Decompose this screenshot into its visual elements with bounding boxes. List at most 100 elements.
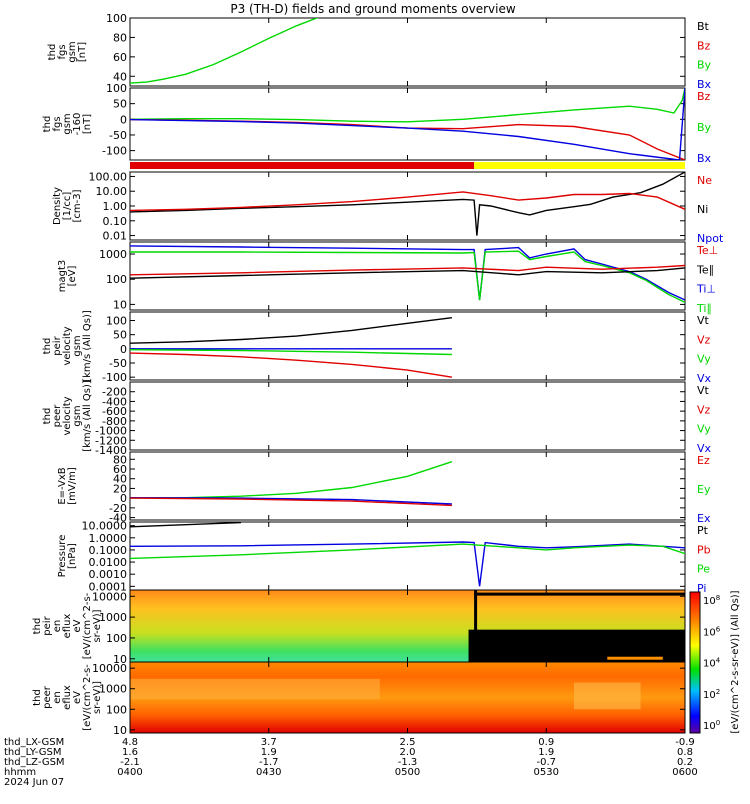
spectrogram	[130, 662, 685, 733]
y-axis-label: peir	[42, 615, 53, 635]
y-tick-label: -800	[102, 415, 127, 428]
legend-item: Pt	[697, 524, 709, 537]
y-tick-label: 100	[106, 82, 127, 95]
y-axis-label: [eV]	[67, 266, 78, 287]
legend-item: Bx	[697, 152, 712, 165]
spectrogram-band	[130, 678, 380, 700]
y-tick-label: -100	[102, 145, 127, 158]
footer-row-label: hhmm	[4, 767, 36, 778]
y-axis-label: en	[52, 620, 63, 633]
y-axis-label: [nT]	[77, 42, 88, 62]
footer-value: -0.7	[536, 757, 556, 768]
y-tick-label: 10.00	[96, 185, 128, 198]
legend-item: Pb	[697, 543, 711, 556]
legend-item: Ni	[697, 203, 708, 216]
y-tick-label: 0	[120, 113, 127, 126]
y-tick-label: 50	[113, 98, 127, 111]
y-axis-label: eV	[72, 619, 83, 632]
y-axis-label: fgs	[57, 44, 68, 59]
plot-title: P3 (TH-D) fields and ground moments over…	[230, 2, 515, 16]
legend-item: Ne	[697, 174, 712, 187]
y-axis-label: sr-eV)]	[92, 609, 103, 642]
panel-peer_en: 10000 1000 100 10 thd peer en eflux eV [eV/(cm^2-…	[32, 661, 686, 737]
y-tick-label: 20	[113, 482, 127, 495]
region-bar-yellow	[474, 162, 685, 169]
y-axis-label: gsm	[72, 335, 83, 356]
y-tick-label: 40	[113, 473, 127, 486]
y-axis-label: thd	[42, 338, 53, 355]
y-axis-label: gsm	[62, 113, 73, 134]
y-tick-label: 60	[113, 463, 127, 476]
y-tick-label: 100.00	[89, 170, 128, 183]
y-tick-label: 50	[113, 329, 127, 342]
series-Te∥	[130, 267, 685, 279]
panel-fgs_bt: 100 80 60 40 thd fgs gsm [nT] Bt Bz By Bx	[47, 12, 712, 91]
y-tick-label: 1.0000	[89, 532, 128, 545]
y-tick-label: 1000	[99, 611, 127, 624]
y-tick-label: -100	[102, 371, 127, 384]
series-Te⊥	[130, 264, 685, 276]
legend-item: Ti⊥	[696, 283, 716, 296]
y-tick-label: 100	[106, 12, 127, 25]
series-Pt	[130, 522, 242, 528]
series-Vz	[130, 352, 453, 378]
colorbar-scale	[689, 591, 701, 734]
y-axis-label: thd	[42, 408, 53, 425]
y-tick-label: 100	[106, 273, 127, 286]
colorbar-tick-label: 100	[703, 719, 720, 732]
colorbar-tick-label: 108	[703, 594, 720, 607]
y-tick-label: 10	[113, 298, 127, 311]
legend-item: By	[697, 121, 712, 134]
footer-row-label: 2024 Jun 07	[4, 777, 64, 788]
legend-item: Npot	[697, 232, 724, 245]
series-Bt	[130, 18, 319, 84]
footer-value: 3.7	[261, 737, 277, 748]
footer-value: 1.9	[261, 747, 277, 758]
y-axis-label: peer	[52, 404, 63, 428]
y-tick-label: 0	[120, 492, 127, 505]
y-tick-label: 1000	[99, 683, 127, 696]
y-axis-label: peer	[42, 685, 53, 709]
series-Ne	[130, 191, 685, 212]
y-tick-label: 0.10	[103, 215, 128, 228]
y-axis-label: fgs	[52, 116, 63, 131]
legend-item: Bt	[697, 20, 710, 33]
y-tick-label: 100	[106, 703, 127, 716]
series-Ti⊥	[130, 245, 685, 301]
legend-item: Vt	[697, 384, 710, 397]
footer-value: 0400	[117, 767, 142, 778]
series-Ey	[130, 461, 453, 499]
footer-row-label: thd_LZ-GSM	[4, 757, 65, 768]
y-axis-label: eV	[72, 691, 83, 704]
y-tick-label: 0.0010	[89, 568, 128, 581]
y-tick-label: 80	[113, 31, 127, 44]
legend-item: Te∥	[696, 263, 714, 276]
footer-value: -2.1	[120, 757, 140, 768]
y-tick-label: 40	[113, 70, 127, 83]
y-tick-label: 60	[113, 51, 127, 64]
legend-item: Vx	[697, 442, 712, 455]
colorbar-tick-label: 104	[703, 657, 721, 670]
y-axis-label: en	[52, 691, 63, 704]
y-tick-label: 100	[106, 632, 127, 645]
colorbar-tick-label: 106	[703, 625, 721, 638]
y-tick-label: 1.00	[103, 200, 128, 213]
y-tick-label: 10	[113, 724, 127, 737]
panel-density: 100.00 10.00 1.00 0.10 0.01 Density [1/cc] [cm-…	[52, 170, 724, 245]
series-Ti∥	[130, 250, 685, 304]
series-Vy	[130, 349, 452, 356]
series-Ni	[130, 172, 685, 236]
panel-frame	[129, 381, 686, 451]
y-axis-label: [cm-3]	[72, 189, 83, 222]
y-axis-label: [1/cc]	[62, 192, 73, 221]
footer-value: 0.8	[677, 747, 693, 758]
series-Pi	[130, 541, 685, 587]
footer-row-label: thd_LX-GSM	[4, 737, 64, 748]
y-tick-label: 0.0100	[89, 556, 128, 569]
y-axis-label: thd	[32, 689, 43, 706]
footer-value: 4.8	[122, 737, 138, 748]
panel-temp: 1000 100 10 magt3 [eV] Te⊥ Te∥ Ti⊥ Ti∥	[57, 241, 718, 315]
footer-value: 2.5	[400, 737, 416, 748]
